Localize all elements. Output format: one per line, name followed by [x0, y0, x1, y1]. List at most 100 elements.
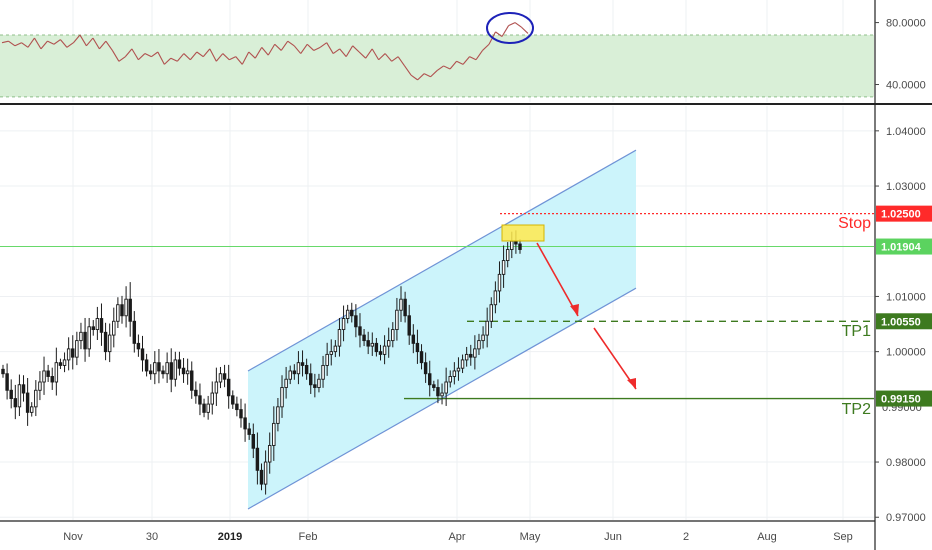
candle [116, 297, 120, 328]
candle-body-up [456, 367, 461, 372]
indicator-segment [105, 40, 113, 51]
regression-channel-fill[interactable] [248, 150, 636, 509]
candle-body-up [288, 370, 292, 380]
indicator-axis[interactable]: 80.0000 40.0000 [875, 18, 926, 92]
indicator-segment [371, 48, 380, 61]
candle-body-down [514, 240, 518, 245]
indicator-segment [306, 43, 315, 51]
candle-body-down [13, 398, 18, 408]
candle-body-down [71, 348, 75, 358]
candle-body-up [501, 260, 506, 275]
candle-body-down [411, 334, 416, 344]
tp1-label: TP1 [842, 323, 871, 340]
candle-body-down [354, 315, 358, 328]
indicator-segment [241, 51, 250, 65]
candle-body-up [107, 334, 112, 353]
candle [259, 463, 264, 491]
indicator-segment [280, 40, 289, 51]
candle-body-down [313, 384, 317, 388]
candle-body-up [337, 329, 342, 347]
candle [21, 375, 26, 402]
candle-body-up [382, 345, 387, 355]
indicator-segment [235, 56, 243, 65]
candle [407, 304, 411, 345]
candle-body-up [399, 298, 403, 311]
price-axis[interactable]: 1.04000 1.03000 1.01000 1.00000 0.98000 0.970… [875, 126, 926, 524]
candle [107, 323, 112, 363]
projection-arrow-1[interactable] [536, 242, 579, 317]
price-tag-label: 0.99150 [881, 394, 921, 406]
candle [181, 357, 186, 383]
candle [17, 374, 22, 417]
time-label-sep: Sep [833, 531, 853, 543]
candle [132, 311, 137, 353]
time-label-2: 2 [683, 531, 689, 543]
indicator-segment [384, 53, 393, 62]
candle [370, 332, 375, 356]
candle-body-down [21, 384, 26, 394]
candle [428, 360, 432, 397]
candle [460, 354, 465, 374]
candle [423, 352, 428, 383]
candle [501, 245, 506, 288]
candle-body-down [259, 469, 264, 485]
candle-body-up [280, 387, 284, 408]
candle [9, 379, 13, 409]
candle-body-up [485, 320, 489, 336]
indicator-segment [319, 42, 328, 48]
candle-body-up [263, 461, 268, 485]
candle [403, 291, 407, 323]
time-label-jun: Jun [604, 531, 622, 543]
price-tag-box [876, 238, 932, 255]
candle [391, 322, 395, 348]
indicator-segment [443, 65, 451, 70]
candle [13, 384, 18, 420]
candle [317, 373, 321, 393]
entry-zone-box[interactable] [501, 224, 545, 242]
candle [481, 326, 485, 349]
price-tag-box [876, 313, 932, 330]
price-tick-label: 1.00000 [886, 347, 926, 359]
candle-body-up [444, 381, 448, 394]
indicator-segment [163, 57, 172, 65]
candle-body-up [345, 309, 350, 319]
candle-body-down [415, 342, 420, 353]
regression-channel-upper-line[interactable] [247, 149, 637, 372]
candle [272, 406, 276, 461]
time-axis[interactable]: Nov 30 2019 Feb Apr May Jun 2 Aug Sep [63, 531, 853, 543]
candle-body-down [50, 376, 54, 383]
candle-body-up [489, 304, 493, 322]
candle-body-up [284, 378, 288, 388]
indicator-segment [111, 50, 120, 62]
candle-body-down [140, 348, 145, 361]
candle [95, 306, 100, 340]
candle [177, 351, 182, 376]
price-tick-label: 1.03000 [886, 181, 926, 193]
candle [440, 383, 444, 405]
candle-body-up [510, 240, 514, 250]
candle-body-up [165, 362, 169, 375]
candle [366, 331, 370, 355]
indicator-segment [254, 47, 263, 59]
candle [325, 342, 329, 376]
candle-body-down [5, 373, 9, 391]
candle [75, 331, 79, 366]
price-tag-label: 1.02500 [881, 209, 921, 221]
candle-body-up [448, 376, 452, 383]
candle-body-up [173, 359, 178, 380]
candle [313, 373, 317, 398]
candle-body-down [378, 351, 383, 355]
candle-body-down [83, 331, 87, 350]
projection-arrow-2[interactable] [593, 327, 637, 390]
candle-body-up [75, 340, 79, 358]
candle-body-down [407, 315, 411, 336]
candle-body-up [124, 298, 128, 317]
candle [477, 333, 481, 355]
candle [202, 398, 206, 418]
indicator-segment [365, 48, 373, 59]
indicator-segment [423, 73, 431, 78]
price-pane: Stop TP1 TP2 [0, 106, 874, 520]
indicator-segment [475, 50, 483, 61]
indicator-segment [378, 53, 386, 61]
